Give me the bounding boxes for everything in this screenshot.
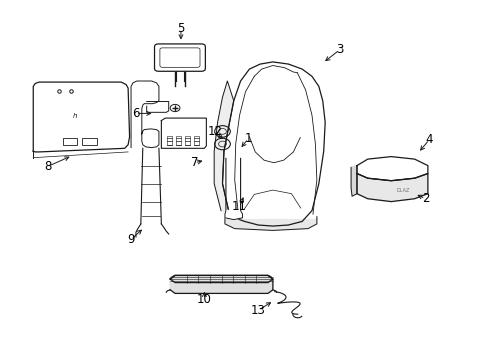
Polygon shape	[170, 275, 272, 293]
Bar	[62, 138, 77, 145]
Text: DLAZ: DLAZ	[395, 188, 408, 193]
Text: 9: 9	[127, 233, 135, 246]
Polygon shape	[224, 217, 316, 230]
Polygon shape	[33, 82, 129, 152]
Polygon shape	[350, 166, 356, 196]
Bar	[167, 136, 172, 145]
Circle shape	[170, 104, 180, 112]
Bar	[176, 136, 181, 145]
Text: 7: 7	[190, 156, 198, 169]
Polygon shape	[222, 62, 325, 226]
Text: 13: 13	[250, 304, 265, 317]
FancyBboxPatch shape	[154, 44, 205, 71]
Polygon shape	[146, 102, 168, 112]
Polygon shape	[161, 118, 206, 148]
Text: 4: 4	[425, 133, 432, 146]
Text: 3: 3	[335, 43, 343, 56]
Text: 2: 2	[421, 192, 428, 205]
Bar	[193, 136, 198, 145]
Text: h: h	[72, 113, 77, 119]
Polygon shape	[356, 174, 427, 202]
Polygon shape	[214, 81, 233, 216]
Text: 10: 10	[197, 293, 211, 306]
Polygon shape	[170, 275, 272, 283]
Text: 1: 1	[244, 132, 252, 145]
Polygon shape	[224, 211, 242, 220]
Text: 12: 12	[207, 125, 222, 138]
Bar	[82, 138, 97, 145]
Text: 5: 5	[177, 22, 184, 35]
Polygon shape	[356, 157, 427, 181]
Text: 11: 11	[232, 201, 246, 213]
Text: 6: 6	[132, 107, 140, 120]
Text: 8: 8	[44, 160, 52, 173]
Bar	[184, 136, 189, 145]
